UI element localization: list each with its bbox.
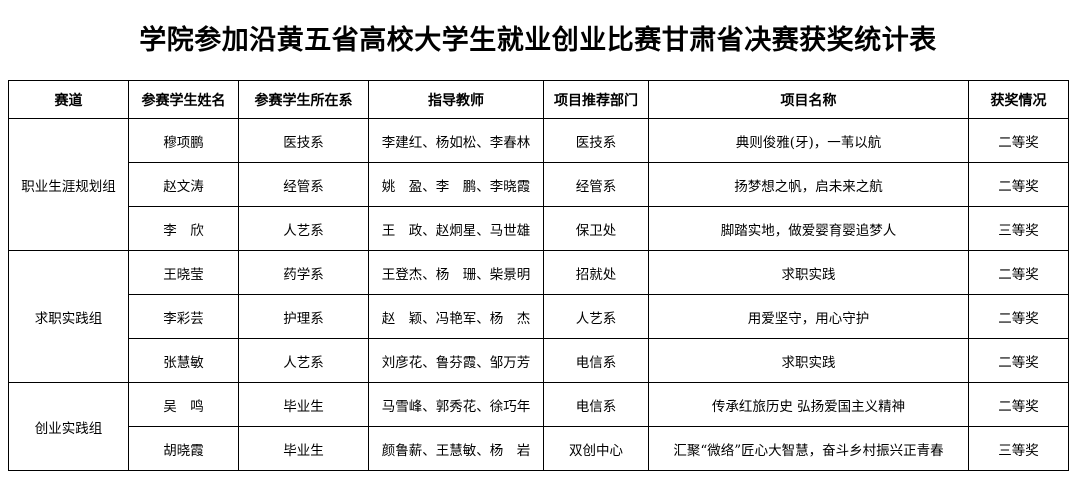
table-row: 李 欣 人艺系 王 政、赵炯星、马世雄 保卫处 脚踏实地，做爱婴育婴追梦人 三等… — [9, 206, 1069, 251]
cell-project-name: 求职实践 — [648, 338, 969, 383]
cell-recommend-dept: 电信系 — [543, 338, 649, 383]
cell-award: 三等奖 — [968, 206, 1069, 251]
cell-student-name: 胡晓霞 — [128, 426, 239, 471]
cell-award: 二等奖 — [968, 250, 1069, 295]
cell-project-name: 扬梦想之帆，启未来之航 — [648, 162, 969, 207]
cell-recommend-dept: 医技系 — [543, 118, 649, 163]
cell-award: 三等奖 — [968, 426, 1069, 471]
table-row: 职业生涯规划组 穆项鹏 医技系 李建红、杨如松、李春林 医技系 典则俊雅(牙)，… — [8, 118, 1069, 251]
cell-award: 二等奖 — [968, 294, 1069, 339]
column-header-student-dept: 参赛学生所在系 — [238, 80, 369, 119]
track-group-label: 求职实践组 — [8, 250, 129, 383]
cell-project-name: 脚踏实地，做爱婴育婴追梦人 — [648, 206, 969, 251]
cell-project-name: 传承红旅历史 弘扬爱国主义精神 — [648, 382, 969, 427]
cell-student-dept: 毕业生 — [238, 382, 369, 427]
cell-award: 二等奖 — [968, 338, 1069, 383]
cell-recommend-dept: 经管系 — [543, 162, 649, 207]
cell-advisors: 王 政、赵炯星、马世雄 — [368, 206, 544, 251]
cell-advisors: 李建红、杨如松、李春林 — [368, 118, 544, 163]
column-header-track: 赛道 — [8, 80, 129, 119]
cell-student-dept: 人艺系 — [238, 206, 369, 251]
table-row: 赵文涛 经管系 姚 盈、李 鹏、李晓霞 经管系 扬梦想之帆，启未来之航 二等奖 — [9, 162, 1069, 207]
table-body: 职业生涯规划组 穆项鹏 医技系 李建红、杨如松、李春林 医技系 典则俊雅(牙)，… — [8, 118, 1069, 471]
table-row: 张慧敏 人艺系 刘彦花、鲁芬霞、邹万芳 电信系 求职实践 二等奖 — [9, 338, 1069, 383]
cell-student-name: 张慧敏 — [128, 338, 239, 383]
cell-project-name: 用爱坚守，用心守护 — [648, 294, 969, 339]
cell-recommend-dept: 招就处 — [543, 250, 649, 295]
table-header-row: 赛道 参赛学生姓名 参赛学生所在系 指导教师 项目推荐部门 项目名称 获奖情况 — [8, 80, 1069, 119]
cell-recommend-dept: 人艺系 — [543, 294, 649, 339]
column-header-recommend-dept: 项目推荐部门 — [543, 80, 649, 119]
column-header-student-name: 参赛学生姓名 — [128, 80, 239, 119]
cell-advisors: 马雪峰、郭秀花、徐巧年 — [368, 382, 544, 427]
cell-advisors: 颜鲁薪、王慧敏、杨 岩 — [368, 426, 544, 471]
cell-student-name: 赵文涛 — [128, 162, 239, 207]
cell-student-name: 穆项鹏 — [128, 118, 239, 163]
track-group-label: 职业生涯规划组 — [8, 118, 129, 251]
cell-recommend-dept: 双创中心 — [543, 426, 649, 471]
table-row: 创业实践组 吴 鸣 毕业生 马雪峰、郭秀花、徐巧年 电信系 传承红旅历史 弘扬爱… — [8, 382, 1069, 471]
column-header-project-name: 项目名称 — [648, 80, 969, 119]
page-title: 学院参加沿黄五省高校大学生就业创业比赛甘肃省决赛获奖统计表 — [139, 25, 937, 56]
cell-award: 二等奖 — [968, 118, 1069, 163]
table-row: 求职实践组 王晓莹 药学系 王登杰、杨 珊、柴景明 招就处 求职实践 二等奖 — [8, 250, 1069, 383]
cell-student-dept: 护理系 — [238, 294, 369, 339]
column-header-award: 获奖情况 — [968, 80, 1069, 119]
cell-student-name: 李 欣 — [128, 206, 239, 251]
cell-student-dept: 经管系 — [238, 162, 369, 207]
cell-advisors: 刘彦花、鲁芬霞、邹万芳 — [368, 338, 544, 383]
track-group-label: 创业实践组 — [8, 382, 129, 471]
cell-project-name: 典则俊雅(牙)，一苇以航 — [648, 118, 969, 163]
cell-project-name: 求职实践 — [648, 250, 969, 295]
cell-project-name: 汇聚“微络”匠心大智慧，奋斗乡村振兴正青春 — [648, 426, 969, 471]
cell-student-dept: 医技系 — [238, 118, 369, 163]
cell-recommend-dept: 电信系 — [543, 382, 649, 427]
cell-award: 二等奖 — [968, 382, 1069, 427]
table-header: 赛道 参赛学生姓名 参赛学生所在系 指导教师 项目推荐部门 项目名称 获奖情况 — [8, 80, 1069, 119]
cell-student-dept: 人艺系 — [238, 338, 369, 383]
cell-student-dept: 毕业生 — [238, 426, 369, 471]
cell-award: 二等奖 — [968, 162, 1069, 207]
cell-student-name: 吴 鸣 — [128, 382, 239, 427]
cell-advisors: 赵 颖、冯艳军、杨 杰 — [368, 294, 544, 339]
cell-student-dept: 药学系 — [238, 250, 369, 295]
cell-student-name: 李彩芸 — [128, 294, 239, 339]
cell-advisors: 王登杰、杨 珊、柴景明 — [368, 250, 544, 295]
cell-recommend-dept: 保卫处 — [543, 206, 649, 251]
award-statistics-table: 赛道 参赛学生姓名 参赛学生所在系 指导教师 项目推荐部门 项目名称 获奖情况 … — [8, 80, 1069, 471]
cell-advisors: 姚 盈、李 鹏、李晓霞 — [368, 162, 544, 207]
cell-student-name: 王晓莹 — [128, 250, 239, 295]
table-row: 胡晓霞 毕业生 颜鲁薪、王慧敏、杨 岩 双创中心 汇聚“微络”匠心大智慧，奋斗乡… — [9, 426, 1069, 471]
table-row: 李彩芸 护理系 赵 颖、冯艳军、杨 杰 人艺系 用爱坚守，用心守护 二等奖 — [9, 294, 1069, 339]
column-header-advisors: 指导教师 — [368, 80, 544, 119]
